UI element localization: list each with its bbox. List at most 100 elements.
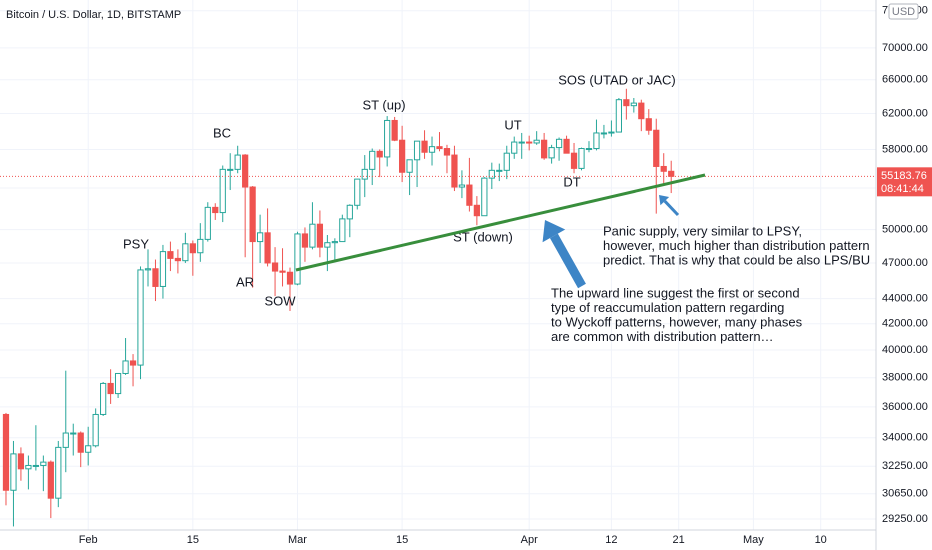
annotation: ST (down) — [453, 229, 513, 244]
note-line: however, much higher than distribution p… — [603, 238, 870, 253]
grid — [0, 0, 876, 530]
candle-body — [563, 138, 570, 154]
candle-body — [668, 170, 675, 177]
candle-body — [346, 204, 353, 220]
arrow-head — [542, 220, 566, 243]
candle-body — [473, 204, 480, 217]
annotation: SOS (UTAD or JAC) — [558, 72, 676, 87]
currency: USD — [892, 6, 915, 18]
candle-body — [309, 223, 316, 248]
candle-body — [242, 154, 249, 188]
candle-body — [533, 139, 540, 144]
candle-body — [271, 262, 279, 272]
candle-body — [503, 152, 510, 171]
candle-body — [25, 464, 32, 470]
candle-body — [137, 269, 144, 366]
annotation: UT — [504, 117, 521, 132]
arrows — [542, 195, 680, 289]
axes: 29250.00 30650.00 32250.00 34000.00 36000.00… — [79, 3, 932, 546]
candle-body — [47, 461, 54, 499]
price-label: 55183.76 — [881, 170, 927, 182]
candle-body — [413, 140, 421, 161]
candle-body — [511, 141, 518, 154]
y-tick-label: 50000.00 — [882, 223, 928, 235]
candle-body — [107, 382, 114, 395]
candle-body — [526, 141, 533, 144]
note-line: predict. That is why that could be also … — [603, 252, 870, 267]
x-tick-label: Mar — [288, 534, 307, 546]
y-tick-label: 42000.00 — [882, 318, 928, 330]
y-tick-label: 30650.00 — [882, 488, 928, 500]
x-tick-label: 12 — [605, 534, 617, 546]
arrow-shaft — [549, 233, 586, 289]
candle-body — [10, 453, 17, 491]
candle-body — [436, 146, 443, 150]
candle-body — [62, 432, 69, 448]
x-tick-label: May — [743, 534, 764, 546]
candle-body — [548, 147, 555, 159]
countdown: 08:41:44 — [881, 183, 924, 195]
y-tick-label: 32250.00 — [882, 460, 928, 472]
candle-body — [645, 118, 652, 131]
candle-body — [443, 148, 451, 156]
candle-body — [219, 168, 226, 214]
arrow-head — [659, 195, 670, 206]
candle-body — [541, 139, 548, 159]
candle-body — [197, 238, 204, 254]
trend-line — [295, 173, 706, 272]
x-tick-label: 10 — [815, 534, 827, 546]
y-tick-label: 44000.00 — [882, 292, 928, 304]
candle-body — [256, 232, 264, 243]
candle-body — [488, 169, 495, 179]
x-tick-label: 15 — [187, 534, 199, 546]
candle-body — [555, 138, 563, 149]
y-tick-label: 38000.00 — [882, 372, 928, 384]
candle-body — [615, 99, 622, 133]
candle-body — [55, 446, 62, 499]
candle-body — [653, 129, 660, 167]
candle-body — [159, 251, 167, 287]
candle-body — [481, 177, 488, 217]
note-line: to Wyckoff patterns, however, many phase… — [551, 314, 803, 329]
x-tick-label: Apr — [521, 534, 538, 546]
candle-body — [167, 251, 174, 259]
candle-body — [421, 140, 428, 153]
candle-body — [249, 186, 256, 243]
note-line: type of reaccumulation pattern regarding — [551, 300, 784, 315]
note-line: are common with distribution pattern… — [551, 329, 774, 344]
y-tick-label: 29250.00 — [882, 513, 928, 525]
candle-body — [212, 206, 219, 214]
candle-body — [458, 184, 466, 188]
candle-body — [174, 257, 182, 262]
candle-body — [122, 360, 129, 374]
y-tick-label: 40000.00 — [882, 344, 928, 356]
note-line: The upward line suggest the first or sec… — [551, 285, 800, 300]
currency-box — [888, 3, 919, 20]
candle-body — [593, 132, 600, 150]
candle-body — [17, 453, 25, 470]
candle-body — [92, 413, 99, 447]
annotation: PSY — [123, 236, 149, 251]
candle-body — [623, 99, 630, 107]
y-tick-label: 66000.00 — [882, 74, 928, 86]
price-label-box — [877, 167, 932, 197]
y-tick-label: 47000.00 — [882, 257, 928, 269]
candle-body — [227, 168, 234, 171]
candle-body — [638, 102, 645, 120]
candle-body — [406, 159, 413, 173]
candle-body — [608, 131, 615, 134]
candle-body — [376, 150, 383, 158]
candle-body — [585, 148, 593, 151]
candle-body — [204, 206, 211, 240]
candle-body — [361, 168, 368, 180]
candle-body — [182, 243, 189, 262]
candle-body — [85, 445, 92, 453]
candle-body — [354, 178, 361, 206]
chart-title: Bitcoin / U.S. Dollar, 1D, BITSTAMP — [6, 9, 181, 21]
note-line: Panic supply, very similar to LPSY, — [603, 223, 802, 238]
candle-body — [451, 154, 458, 188]
candle-body — [32, 464, 39, 467]
x-tick-label: Feb — [79, 534, 98, 546]
candle-body — [152, 268, 159, 287]
